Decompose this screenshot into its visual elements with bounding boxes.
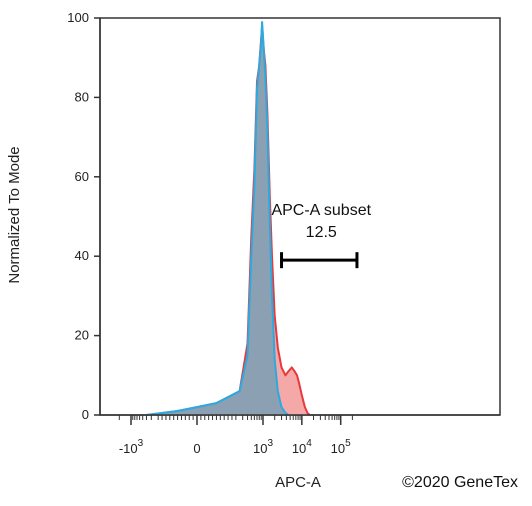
x-tick-label-0: -103 [119,438,144,456]
y-tick-label-80: 80 [75,89,89,104]
axes-layer: 0 20 40 60 80 100 -103 0 103 104 105 [67,10,500,456]
gate-value-label: 12.5 [306,224,337,241]
series-area-1 [146,22,289,415]
y-tick-label-100: 100 [67,10,89,25]
series-line-1 [146,21,289,416]
y-axis-title: Normalized To Mode [6,146,23,283]
y-tick-label-20: 20 [75,328,89,343]
x-tick-label-2: 103 [253,438,273,456]
y-tick-label-40: 40 [75,248,89,263]
gate-name-label: APC-A subset [271,202,371,219]
plot-area [99,17,501,416]
x-axis-title: APC-A [275,474,321,491]
series-layer [146,21,311,416]
copyright-text: ©2020 GeneTex [402,474,518,491]
x-tick-label-4: 105 [331,438,351,456]
gate-layer: APC-A subset 12.5 [271,202,372,269]
y-tick-label-60: 60 [75,169,89,184]
plot-frame [99,17,501,416]
x-tick-label-3: 104 [292,438,312,456]
x-tick-label-1: 0 [193,441,200,456]
y-tick-label-0: 0 [82,407,89,422]
